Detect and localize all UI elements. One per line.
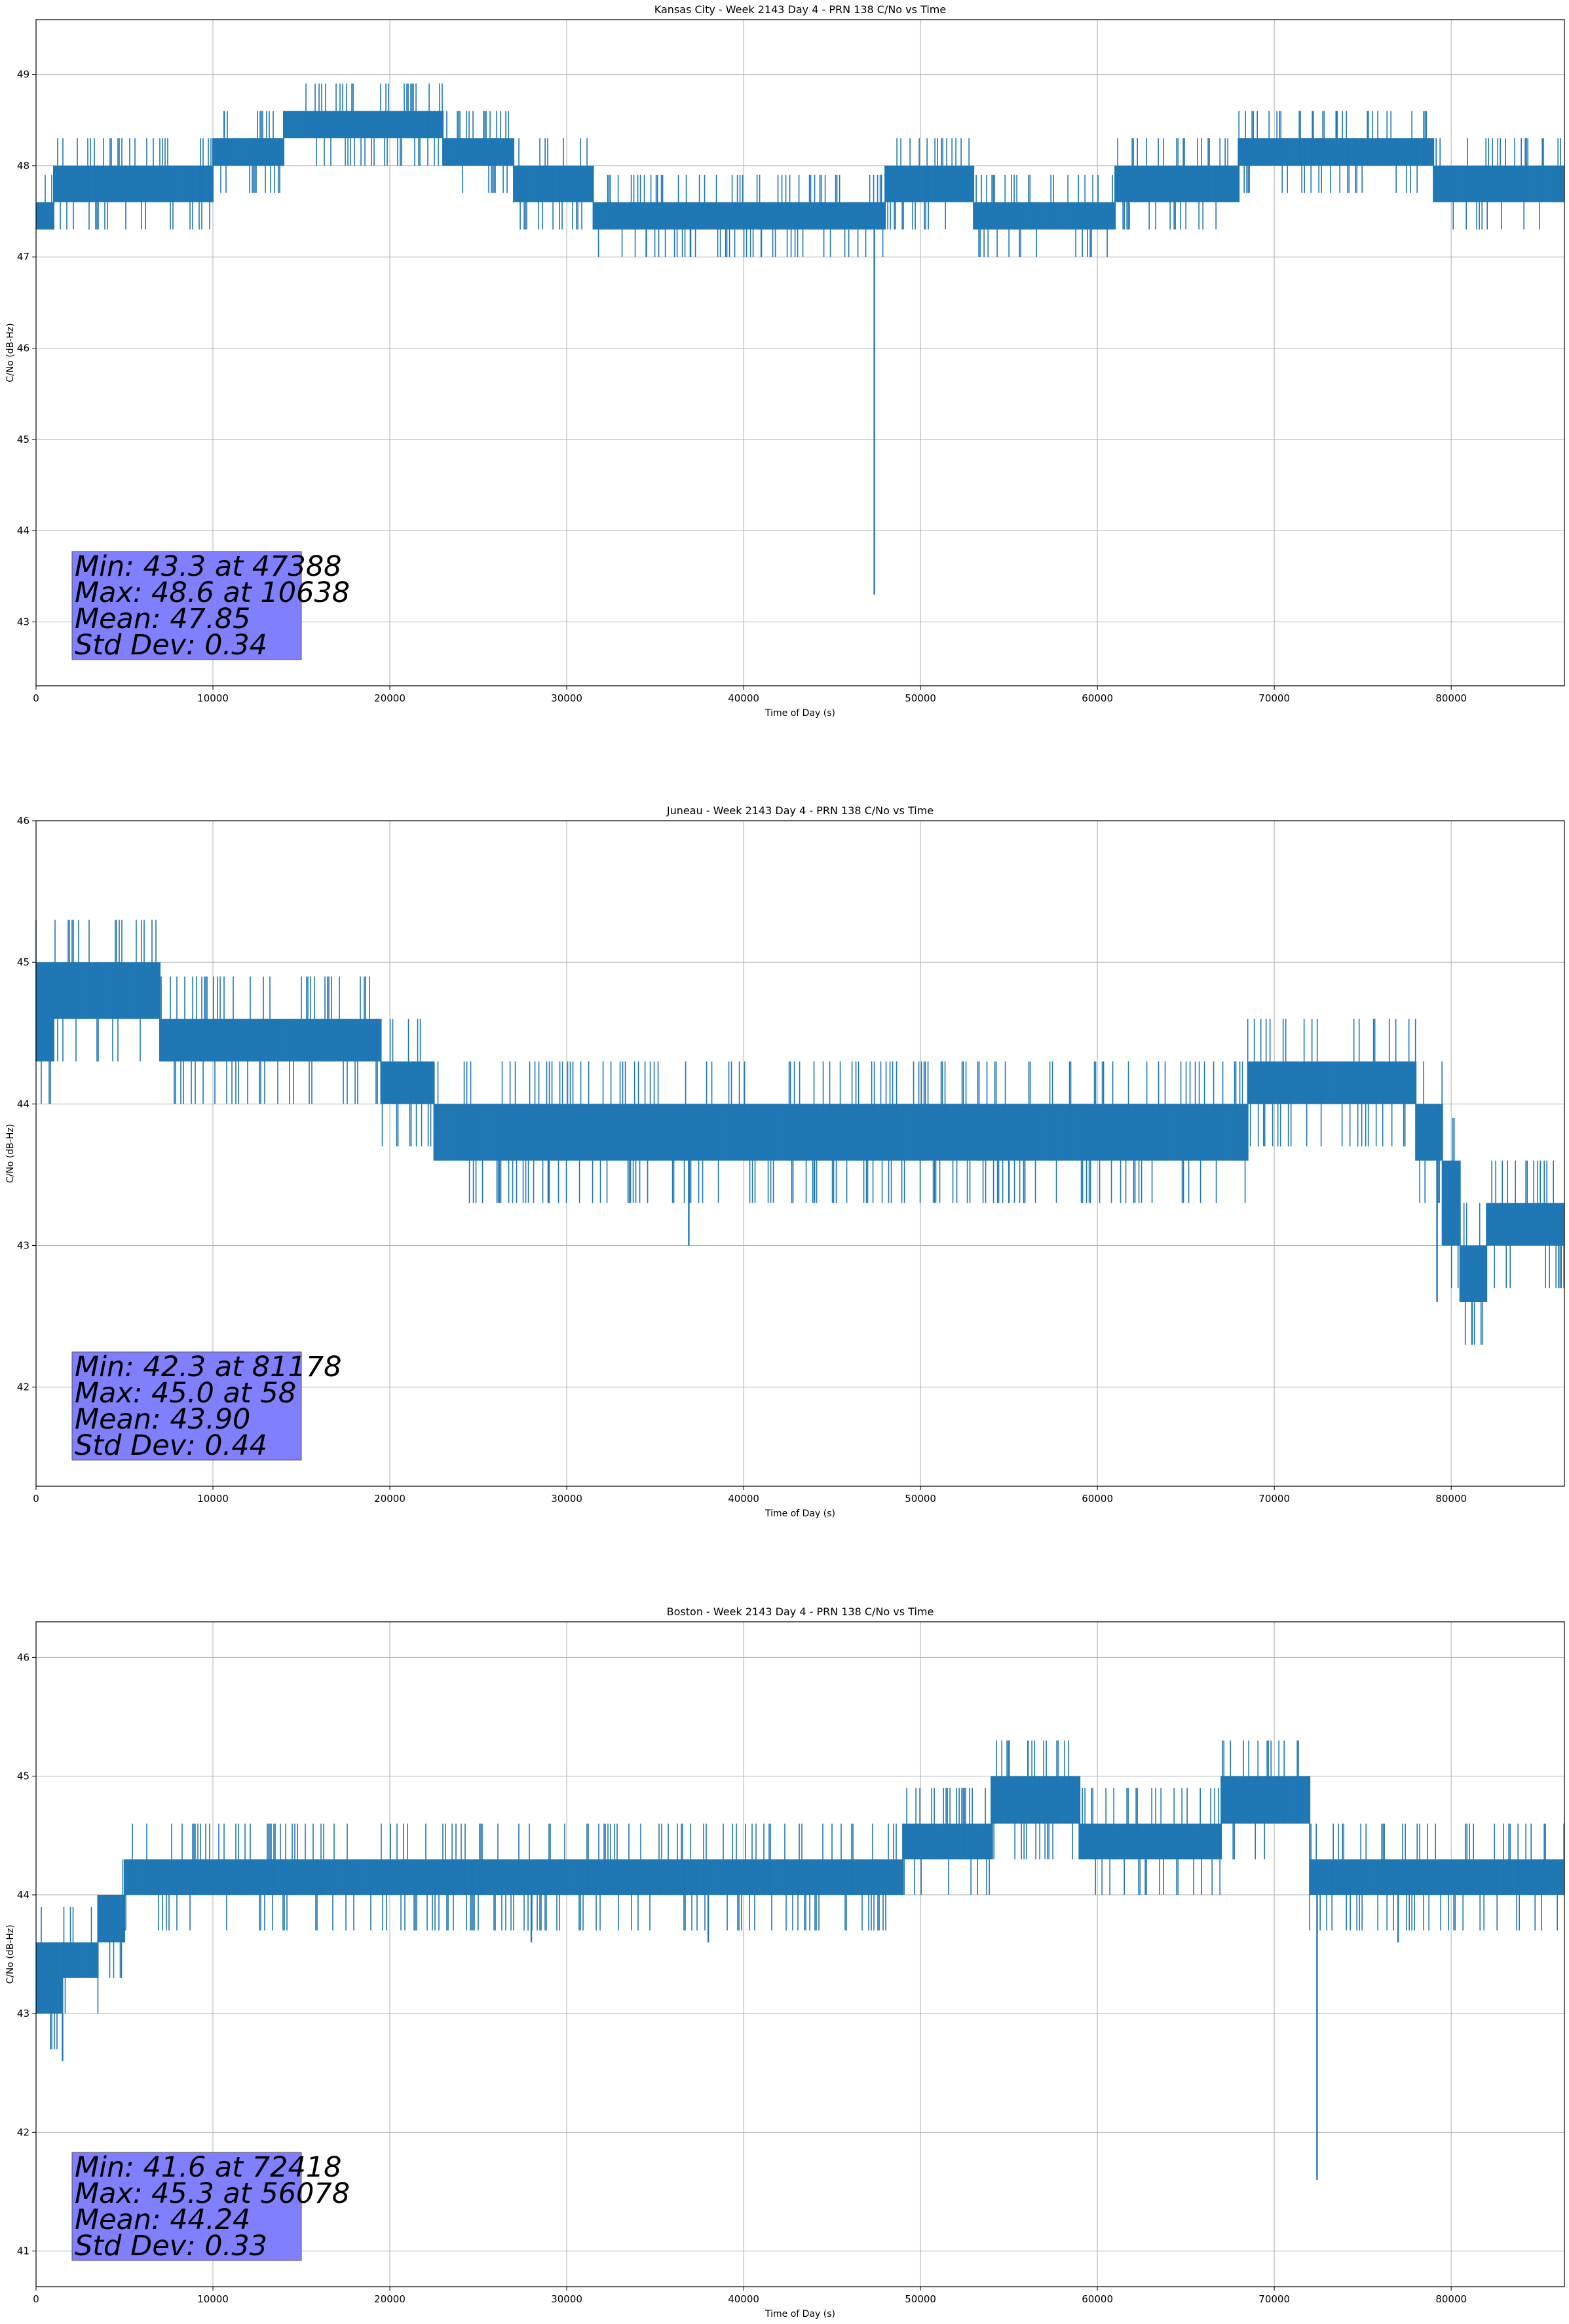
axes-frame: [35, 1621, 1565, 2287]
series-band: [1239, 138, 1434, 166]
series-band: [1080, 1824, 1222, 1860]
y-tick-label: 43: [17, 616, 29, 628]
series-band: [62, 1942, 98, 1978]
x-tick-label: 70000: [1258, 1493, 1290, 1505]
x-tick-label: 10000: [197, 692, 229, 704]
y-tick-label: 43: [17, 2008, 29, 2019]
series-band: [1221, 1776, 1310, 1824]
series-band: [1310, 1859, 1564, 1895]
y-tick-label: 41: [17, 2245, 29, 2257]
y-tick-label: 45: [17, 434, 29, 445]
y-axis-label: C/No (dB-Hz): [5, 323, 16, 382]
stats-line: Std Dev: 0.33: [75, 2230, 267, 2262]
x-tick-label: 20000: [374, 2293, 406, 2305]
stats-line: Mean: 47.85: [75, 603, 250, 635]
axes-frame: [35, 820, 1565, 1487]
x-tick-label: 70000: [1258, 692, 1290, 704]
chart-kansas-city: 0 10000 20000 30000 40000 50000 60000 70000 8000…: [5, 3, 1565, 719]
y-tick-label: 48: [17, 160, 29, 172]
x-tick-label: 60000: [1082, 1493, 1113, 1505]
x-tick-label: 40000: [728, 692, 759, 704]
x-tick-label: 50000: [905, 1493, 936, 1505]
y-tick-label: 49: [17, 69, 29, 81]
x-tick-label: 80000: [1435, 692, 1467, 704]
grid: [35, 1622, 1564, 2287]
chart-title: Kansas City - Week 2143 Day 4 - PRN 138 …: [654, 3, 946, 16]
x-tick-label: 60000: [1082, 2293, 1113, 2305]
y-tick-label: 43: [17, 1240, 29, 1252]
x-tick-label: 50000: [905, 2293, 936, 2305]
stats-line: Min: 41.6 at 72418: [75, 2151, 342, 2184]
series-band: [885, 165, 974, 202]
x-tick-label: 10000: [197, 1493, 229, 1505]
x-tick-label: 30000: [551, 692, 582, 704]
x-axis-label: Time of Day (s): [765, 1509, 835, 1519]
series-band: [443, 138, 514, 166]
stats-line: Min: 42.3 at 81178: [75, 1351, 342, 1383]
x-tick-label: 70000: [1258, 2293, 1290, 2305]
stats-box-background: [71, 1351, 302, 1461]
stats-line: Mean: 43.90: [75, 1403, 250, 1436]
chart-boston: 0 10000 20000 30000 40000 50000 60000 70000 8000…: [5, 1605, 1565, 2319]
stats-line: Mean: 44.24: [75, 2203, 250, 2236]
stats-line: Std Dev: 0.44: [75, 1429, 267, 1462]
x-tick-label: 0: [33, 2293, 39, 2305]
series-band: [434, 1104, 1248, 1161]
series-line: [36, 83, 1564, 595]
axes-frame: [35, 19, 1565, 686]
y-tick-label: 44: [17, 525, 29, 536]
series-band: [36, 962, 54, 1062]
stats-box-background: [71, 551, 302, 660]
stats-line: Std Dev: 0.34: [75, 629, 267, 662]
y-axis-label: C/No (dB-Hz): [5, 1124, 16, 1183]
x-tick-label: 80000: [1435, 2293, 1467, 2305]
x-tick-label: 0: [33, 1493, 39, 1505]
y-axis-label: C/No (dB-Hz): [5, 1924, 16, 1983]
x-axis-label: Time of Day (s): [765, 2309, 835, 2319]
x-tick-label: 40000: [728, 1493, 759, 1505]
series-band: [1247, 1061, 1416, 1104]
y-tick-label: 45: [17, 956, 29, 968]
x-tick-label: 10000: [197, 2293, 229, 2305]
y-tick-label: 42: [17, 2126, 29, 2138]
series-band: [593, 202, 886, 230]
x-tick-label: 30000: [551, 2293, 582, 2305]
x-tick-label: 40000: [728, 2293, 759, 2305]
x-tick-label: 0: [33, 692, 39, 704]
y-tick-label: 44: [17, 1889, 29, 1901]
x-tick-label: 80000: [1435, 1493, 1467, 1505]
y-tick-label: 46: [17, 343, 29, 354]
series-band: [36, 1942, 63, 2014]
x-tick-label: 20000: [374, 692, 406, 704]
x-tick-label: 30000: [551, 1493, 582, 1505]
series-band: [213, 138, 284, 166]
x-tick-label: 50000: [905, 692, 936, 704]
series-line: [36, 1740, 1564, 2180]
series-band: [381, 1061, 434, 1104]
x-tick-label: 20000: [374, 1493, 406, 1505]
y-tick-label: 44: [17, 1098, 29, 1110]
stats-line: Min: 43.3 at 47388: [75, 550, 342, 583]
stats-line: Max: 45.0 at 58: [75, 1377, 296, 1410]
series-band: [54, 962, 161, 1019]
y-tick-label: 46: [17, 1651, 29, 1663]
series-band: [54, 165, 214, 202]
stats-line: Max: 45.3 at 56078: [75, 2177, 350, 2210]
chart-title: Boston - Week 2143 Day 4 - PRN 138 C/No …: [667, 1605, 934, 1618]
series-line: [35, 920, 1564, 1345]
x-axis-label: Time of Day (s): [765, 708, 835, 719]
y-tick-label: 42: [17, 1381, 29, 1393]
y-tick-label: 45: [17, 1771, 29, 1782]
stats-line: Max: 48.6 at 10638: [75, 576, 350, 609]
y-tick-label: 46: [17, 815, 29, 827]
x-tick-label: 60000: [1082, 692, 1113, 704]
chart-title: Juneau - Week 2143 Day 4 - PRN 138 C/No …: [666, 804, 934, 817]
y-tick-label: 47: [17, 251, 29, 263]
stats-box-background: [71, 2152, 302, 2261]
chart-juneau: 0 10000 20000 30000 40000 50000 60000 70000 8000…: [5, 804, 1565, 1519]
